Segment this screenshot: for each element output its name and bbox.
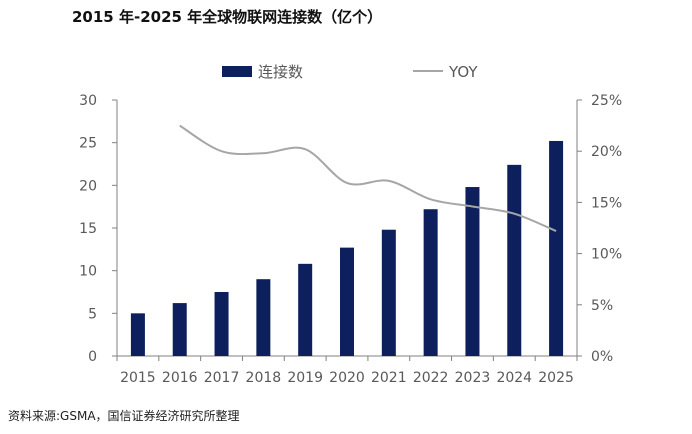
right-tick-label: 15% (591, 195, 622, 211)
right-tick-label: 10% (591, 247, 622, 263)
x-axis: 2015 2016 2017 2018 2019 2020 2021 2022 2023 2024… (116, 355, 578, 386)
x-tick-label: 2018 (246, 370, 282, 386)
bar-series (130, 140, 564, 356)
x-tick-label: 2025 (538, 370, 574, 386)
x-tick-label: 2022 (413, 370, 449, 386)
x-tick-label: 2016 (162, 370, 198, 386)
bar-2019 (298, 263, 313, 356)
bar-2024 (507, 164, 522, 356)
right-axis: 0% 5% 10% 15% 20% 25% (576, 93, 622, 365)
bar-2020 (340, 247, 354, 356)
left-tick-label: 25 (79, 136, 97, 152)
bar-2021 (381, 229, 396, 356)
bar-2018 (256, 279, 271, 356)
right-tick-label: 20% (591, 144, 622, 160)
bar-2016 (172, 303, 187, 356)
chart-title: 2015 年-2025 年全球物联网连接数（亿个） (72, 8, 383, 26)
bar-2025 (549, 140, 564, 356)
left-tick-label: 15 (79, 221, 97, 237)
left-tick-label: 5 (88, 306, 97, 322)
source-note: 资料来源:GSMA，国信证券经济研究所整理 (8, 409, 240, 423)
yoy-line (179, 124, 557, 232)
bar-2023 (465, 187, 480, 356)
x-tick-label: 2017 (204, 370, 240, 386)
right-tick-label: 0% (591, 349, 613, 365)
x-tick-label: 2023 (455, 370, 491, 386)
right-tick-label: 5% (591, 298, 613, 314)
x-tick-label: 2021 (371, 370, 407, 386)
x-tick-label: 2015 (120, 370, 156, 386)
right-tick-label: 25% (591, 93, 622, 109)
left-tick-label: 20 (79, 178, 97, 194)
left-axis: 0 5 10 15 20 25 30 (79, 93, 118, 365)
x-tick-label: 2020 (329, 370, 365, 386)
legend: 连接数 YOY (222, 63, 478, 81)
left-tick-label: 10 (79, 264, 97, 280)
legend-bar-swatch (222, 66, 252, 77)
bar-2022 (423, 209, 438, 356)
x-tick-label: 2024 (496, 370, 532, 386)
x-tick-label: 2019 (287, 370, 323, 386)
legend-line-label: YOY (448, 63, 478, 81)
yoy-line-series (179, 124, 557, 232)
bar-2015 (130, 313, 145, 356)
left-tick-label: 0 (88, 349, 97, 365)
left-tick-label: 30 (79, 93, 97, 109)
legend-bar-label: 连接数 (258, 63, 303, 81)
bar-2017 (214, 292, 229, 356)
